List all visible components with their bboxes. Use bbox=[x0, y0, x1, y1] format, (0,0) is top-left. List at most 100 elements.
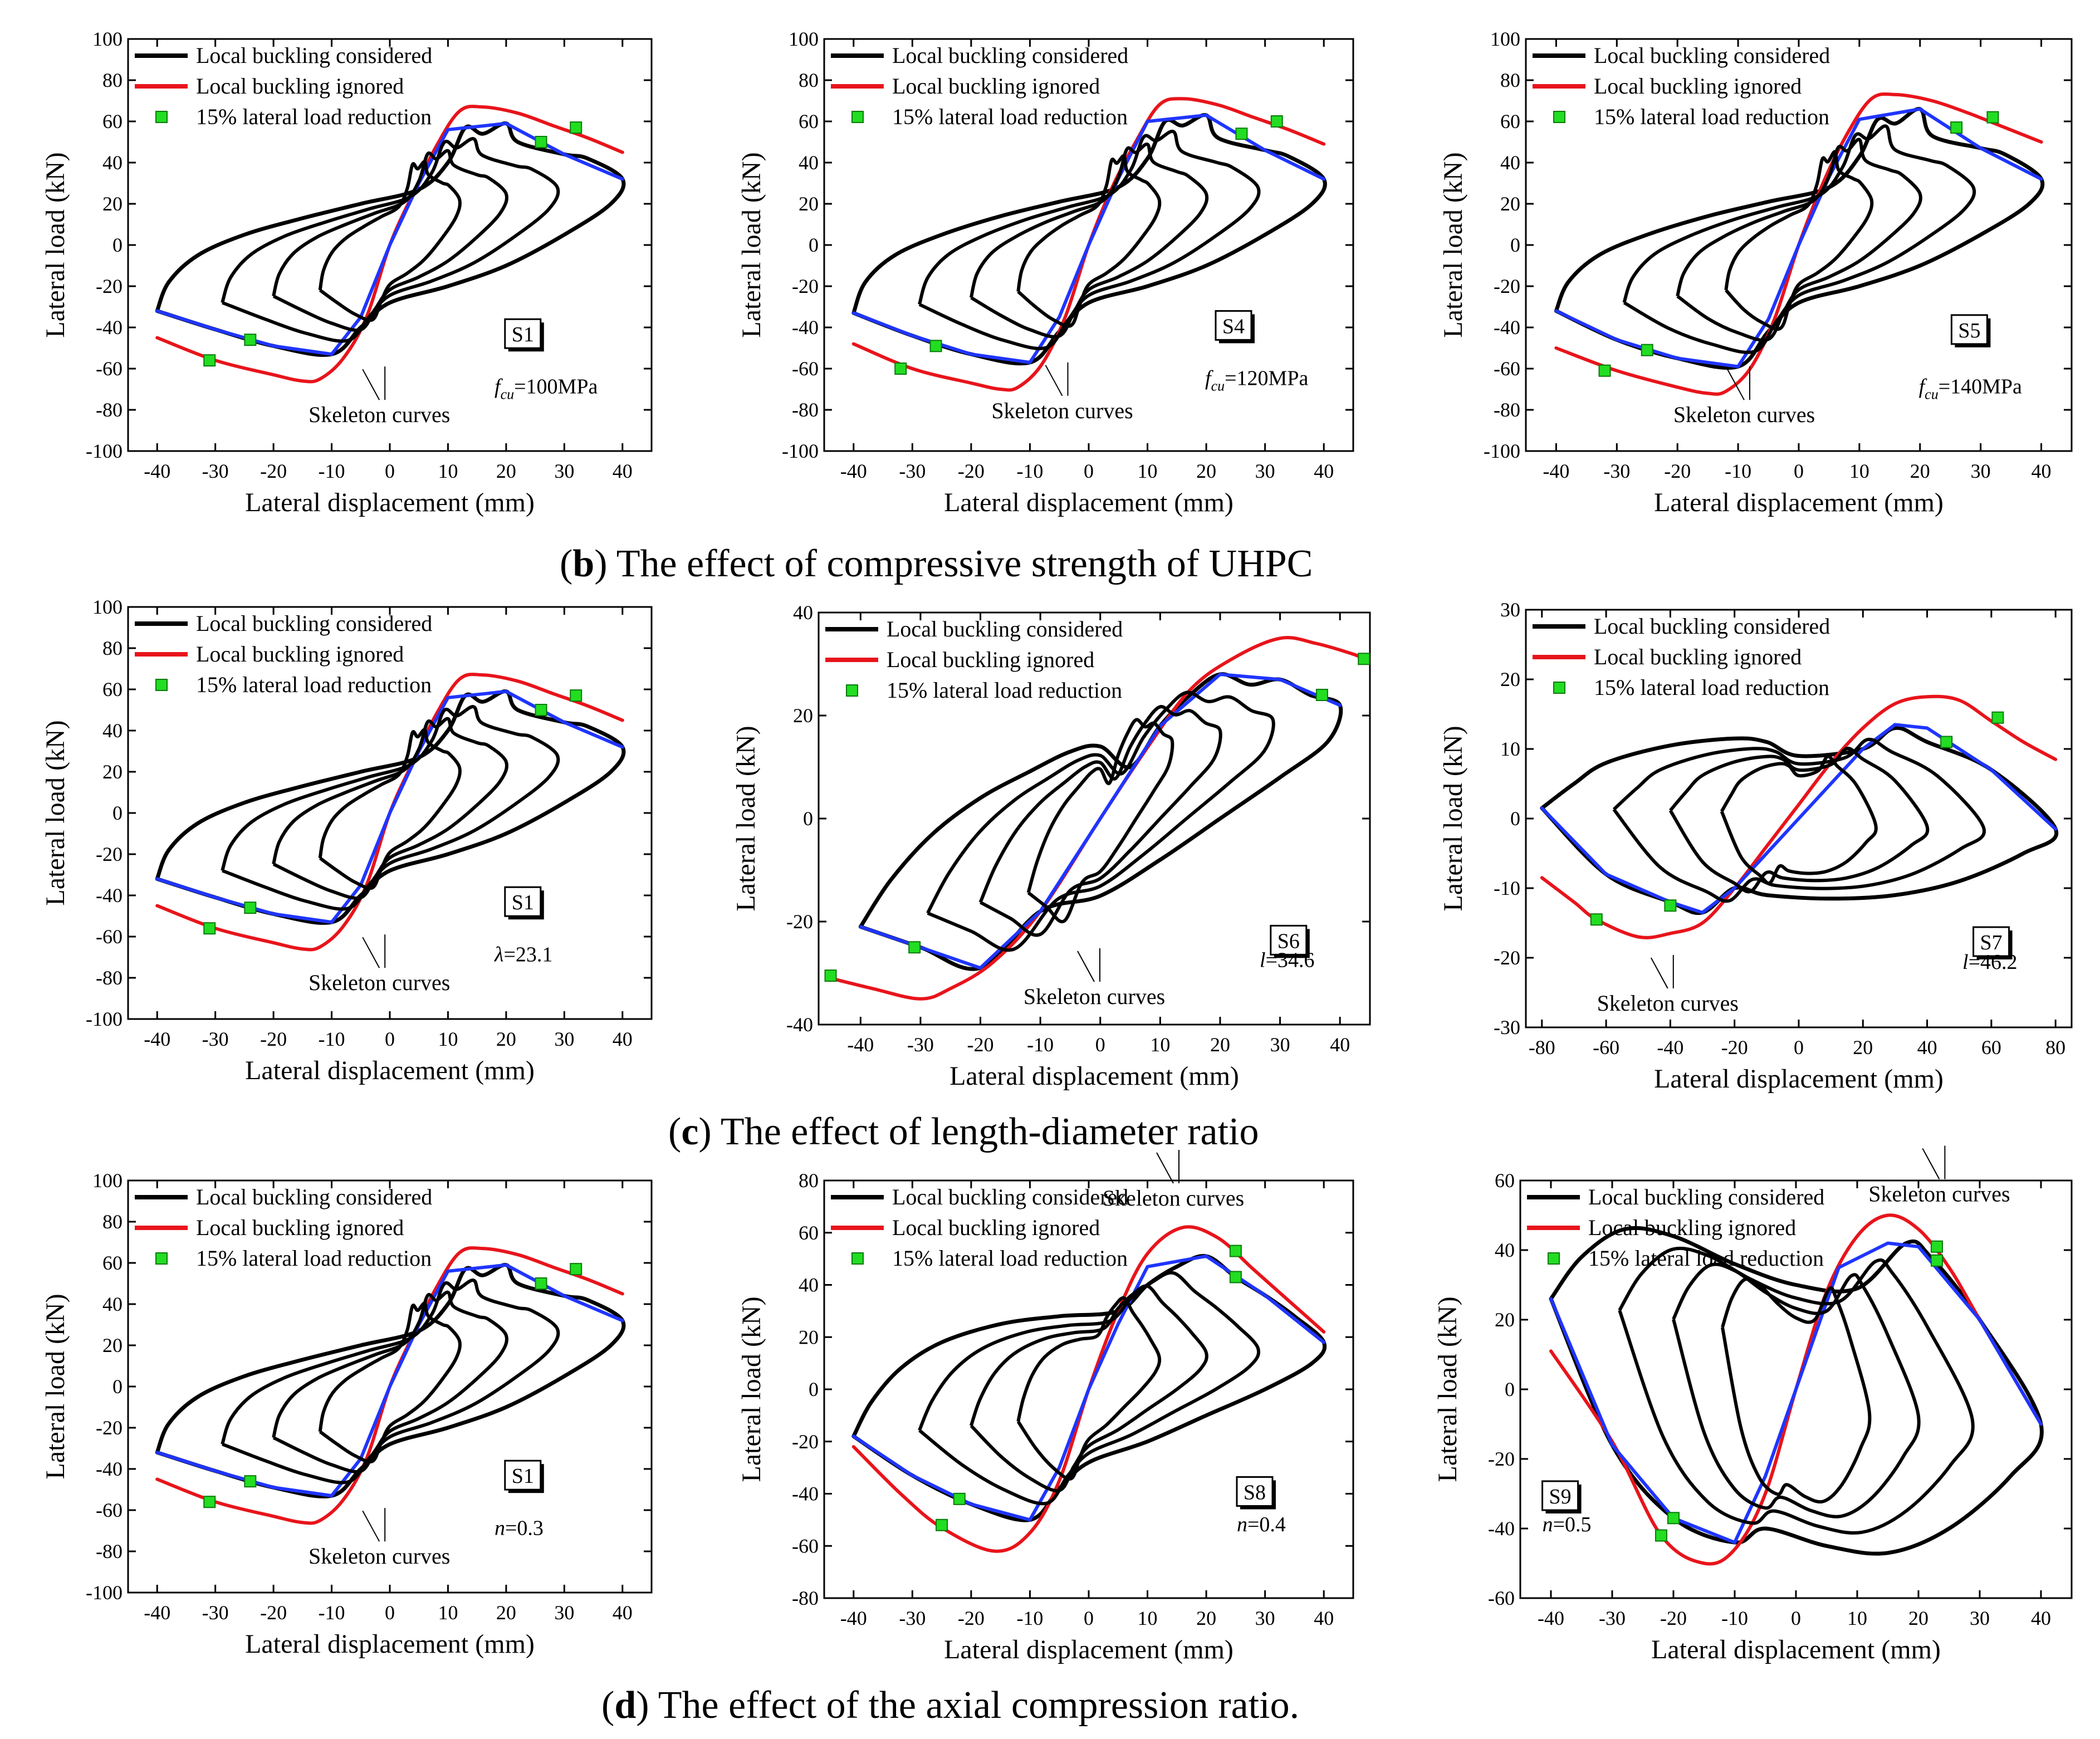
lateral-load-reduction-marker bbox=[1315, 689, 1328, 701]
skeleton-arrow bbox=[1922, 1148, 1940, 1179]
y-tick-label: 30 bbox=[1500, 599, 1520, 621]
x-tick-label: 40 bbox=[613, 1601, 633, 1624]
y-tick-label: 20 bbox=[102, 761, 123, 783]
series-hysteresis-line bbox=[851, 113, 1327, 366]
legend-label: Local buckling considered bbox=[892, 43, 1128, 68]
lateral-load-reduction-marker bbox=[1655, 1529, 1667, 1542]
legend-label: Local buckling ignored bbox=[1588, 1215, 1796, 1240]
x-axis-title: Lateral displacement (mm) bbox=[245, 488, 535, 517]
x-tick-label: -20 bbox=[1664, 460, 1691, 482]
x-tick-label: 40 bbox=[613, 460, 633, 482]
caption-b-letter: b bbox=[572, 542, 594, 585]
y-tick-label: -60 bbox=[1488, 1587, 1515, 1609]
series-hysteresis-inner-loop bbox=[221, 137, 560, 343]
chart-S1c: -40 -30 -20 -10 0 10 20 30 40-100-80-60-40-20020… bbox=[41, 596, 653, 1085]
parameter-label: l=46.2 bbox=[1962, 951, 2018, 974]
y-tick-label: -40 bbox=[786, 1013, 813, 1036]
lateral-load-reduction-marker bbox=[1270, 115, 1283, 128]
x-tick-label: -40 bbox=[840, 460, 867, 482]
caption-d: (d) The effect of the axial compression … bbox=[601, 1684, 1299, 1727]
legend-label: Local buckling ignored bbox=[887, 647, 1094, 672]
y-tick-label: -20 bbox=[792, 275, 819, 297]
x-tick-label: -30 bbox=[1603, 460, 1630, 482]
plot-area bbox=[155, 105, 626, 384]
y-tick-label: -80 bbox=[96, 1540, 123, 1562]
chart-S6: -40 -30 -20 -10 0 10 20 30 40 -40 -20 0 20 40 Lateral … bbox=[731, 601, 1371, 1091]
legend-marker-swatch bbox=[155, 679, 168, 691]
x-tick-label: -20 bbox=[1721, 1036, 1748, 1059]
x-tick-label: 0 bbox=[1791, 1607, 1801, 1629]
series-hysteresis-inner-loop bbox=[221, 1278, 560, 1485]
lateral-load-reduction-marker bbox=[570, 121, 582, 134]
specimen-label: S5 bbox=[1958, 319, 1980, 342]
series-hysteresis-inner-loop bbox=[1676, 138, 1922, 342]
x-axis-title: Lateral displacement (mm) bbox=[944, 488, 1233, 517]
lateral-load-reduction-marker bbox=[244, 334, 257, 346]
y-tick-label: 40 bbox=[799, 1274, 819, 1296]
series-hysteresis-inner-loop bbox=[272, 717, 508, 900]
y-axis-title: Lateral load (kN) bbox=[731, 726, 761, 911]
y-tick-label: 10 bbox=[1500, 738, 1520, 760]
plot-area bbox=[851, 1225, 1327, 1553]
y-tick-label: 20 bbox=[1500, 193, 1520, 215]
series-skeleton-line bbox=[155, 1263, 624, 1498]
specimen-label: S7 bbox=[1980, 931, 2003, 954]
specimen-label: S1 bbox=[512, 1464, 534, 1488]
y-tick-label: 60 bbox=[1500, 110, 1520, 133]
panels-group: -40 -30 -20 -10 0 10 20 30 40 -100 -80 -60 -40 -20 0 20… bbox=[41, 28, 2073, 1664]
x-tick-label: 80 bbox=[2045, 1036, 2065, 1059]
y-tick-label: 20 bbox=[102, 193, 123, 215]
lateral-load-reduction-marker bbox=[1667, 1512, 1680, 1525]
y-tick-label: -100 bbox=[1484, 440, 1520, 462]
x-tick-label: 20 bbox=[496, 1028, 516, 1050]
x-tick-label: -20 bbox=[958, 460, 985, 482]
y-tick-label: 20 bbox=[799, 1326, 819, 1348]
y-tick-label: -100 bbox=[86, 1581, 123, 1604]
lateral-load-reduction-marker bbox=[203, 922, 216, 935]
series-hysteresis-inner-loop bbox=[318, 160, 462, 322]
x-axis-title: Lateral displacement (mm) bbox=[1651, 1635, 1941, 1664]
legend-label: Local buckling considered bbox=[1594, 43, 1830, 68]
lateral-load-reduction-marker bbox=[203, 354, 216, 367]
specimen-label: S1 bbox=[512, 891, 534, 914]
lateral-load-reduction-marker bbox=[535, 1277, 547, 1290]
y-tick-label: 40 bbox=[793, 601, 813, 624]
x-tick-label: -20 bbox=[260, 460, 287, 482]
caption-c-text: ) The effect of length-diameter ratio bbox=[698, 1110, 1259, 1153]
y-tick-label: -40 bbox=[1488, 1517, 1515, 1540]
chart-S8: -40 -30 -20 -10 0 10 20 30 40 -80 -60 -40 -20 0 20 40 60… bbox=[737, 1150, 1354, 1664]
legend-label: 15% lateral load reduction bbox=[196, 104, 432, 129]
legend-marker-swatch bbox=[1553, 111, 1565, 123]
specimen-box bbox=[1236, 1476, 1274, 1507]
skeleton-arrow bbox=[362, 937, 380, 968]
x-tick-label: 40 bbox=[1917, 1036, 1937, 1059]
skeleton-curves-annotation: Skeleton curves bbox=[1597, 991, 1739, 1016]
x-tick-label: 30 bbox=[554, 1028, 574, 1050]
series-skeleton-line bbox=[1549, 1241, 2043, 1544]
lateral-load-reduction-marker bbox=[908, 941, 921, 954]
parameter-label: fcu=140MPa bbox=[1919, 375, 2022, 402]
x-tick-label: -80 bbox=[1529, 1036, 1555, 1059]
x-tick-label: -40 bbox=[1543, 460, 1569, 482]
y-tick-label: 80 bbox=[1500, 69, 1520, 91]
x-tick-label: -20 bbox=[260, 1601, 287, 1624]
x-tick-label: 20 bbox=[496, 460, 516, 482]
series-hysteresis-inner-loop bbox=[272, 149, 508, 332]
skeleton-arrow bbox=[362, 369, 380, 400]
plot-area bbox=[155, 673, 626, 952]
y-axis-title: Lateral load (kN) bbox=[41, 1294, 70, 1479]
y-tick-label: 60 bbox=[799, 110, 819, 133]
plot-area bbox=[155, 1246, 626, 1525]
y-tick-label: -20 bbox=[1494, 275, 1520, 297]
series-hysteresis-inner-loop bbox=[1026, 718, 1174, 924]
y-tick-label: 80 bbox=[102, 69, 123, 91]
skeleton-arrow bbox=[1156, 1152, 1174, 1184]
y-tick-label: -80 bbox=[792, 399, 819, 421]
x-tick-label: 0 bbox=[1794, 1036, 1804, 1059]
y-tick-label: 40 bbox=[799, 151, 819, 174]
x-tick-label: -20 bbox=[260, 1028, 287, 1050]
y-tick-label: 60 bbox=[1495, 1169, 1515, 1192]
series-skeleton-line bbox=[859, 673, 1342, 970]
y-tick-label: -40 bbox=[792, 1483, 819, 1505]
y-axis-title: Lateral load (kN) bbox=[41, 720, 70, 905]
